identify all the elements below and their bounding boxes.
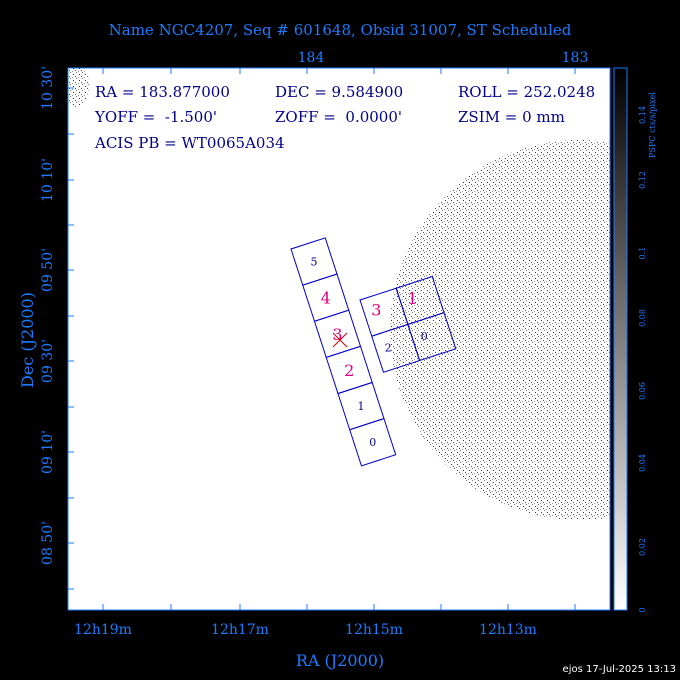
info: RA = 183.877000 DEC = 9.584900 ROLL = 252.… [94,83,595,152]
top-tick-label: 184 [298,50,325,66]
chip [407,312,457,362]
colorbar-label: 0.04 [638,454,647,472]
colorbar-title: PSPC cts/s/pixel [648,92,657,158]
top-tick-label: 183 [562,50,589,66]
chip-label: 2 [385,342,392,355]
y-tick-label: 09 30' [40,339,56,383]
info-text: RA = 183.877000 [95,83,230,101]
chip-label: 3 [332,325,342,344]
colorbar [613,67,628,611]
x-tick-label: 12h17m [211,622,269,638]
footer: ejos 17-Jul-2025 13:13 [563,664,676,675]
i-array: 3 1 2 0 [359,275,457,373]
chip-label: 1 [407,289,417,308]
chip-label: 4 [321,289,331,308]
colorbar-label: 0.08 [638,309,647,327]
x-tick-label: 12h13m [479,622,537,638]
chip-label: 2 [344,361,354,380]
y-tick-label: 10 30' [40,66,56,110]
chip [349,417,397,467]
x-tick-label: 12h15m [345,622,403,638]
colorbar-label: 0.02 [638,538,647,556]
chip-label: 1 [357,400,364,413]
info-text: ROLL = 252.0248 [458,83,595,101]
sky-image [68,68,610,520]
y-tick-label: 10 10' [40,158,56,202]
y-tick-label: 09 50' [40,248,56,292]
y-tick-label: 09 10' [40,430,56,474]
y-title: Dec (J2000) [18,292,37,388]
title: Name NGC4207, Seq # 601648, Obsid 31007,… [109,21,572,39]
colorbar-label: 0.12 [638,171,647,189]
info-text: DEC = 9.584900 [275,83,403,101]
colorbar-label: 0.1 [638,247,647,260]
chip-label: 0 [421,330,428,343]
info-text: ZSIM = 0 mm [458,108,565,126]
chip-label: 5 [310,256,317,269]
ticks [68,68,576,610]
colorbar-label: 0.06 [638,382,647,400]
info-text: ACIS PB = WT0065A034 [94,134,285,152]
aimpoint [332,332,348,348]
colorbar-label: 0 [638,607,647,612]
chip-label: 0 [369,436,376,449]
info-text: ZOFF = 0.0000' [275,108,402,126]
y-tick-label: 08 50' [40,521,56,565]
x-tick-label: 12h19m [74,622,132,638]
colorbar-label: 0.14 [638,106,647,124]
chip-label: 3 [371,301,381,320]
info-text: YOFF = -1.500' [94,108,217,126]
x-title: RA (J2000) [296,651,384,670]
